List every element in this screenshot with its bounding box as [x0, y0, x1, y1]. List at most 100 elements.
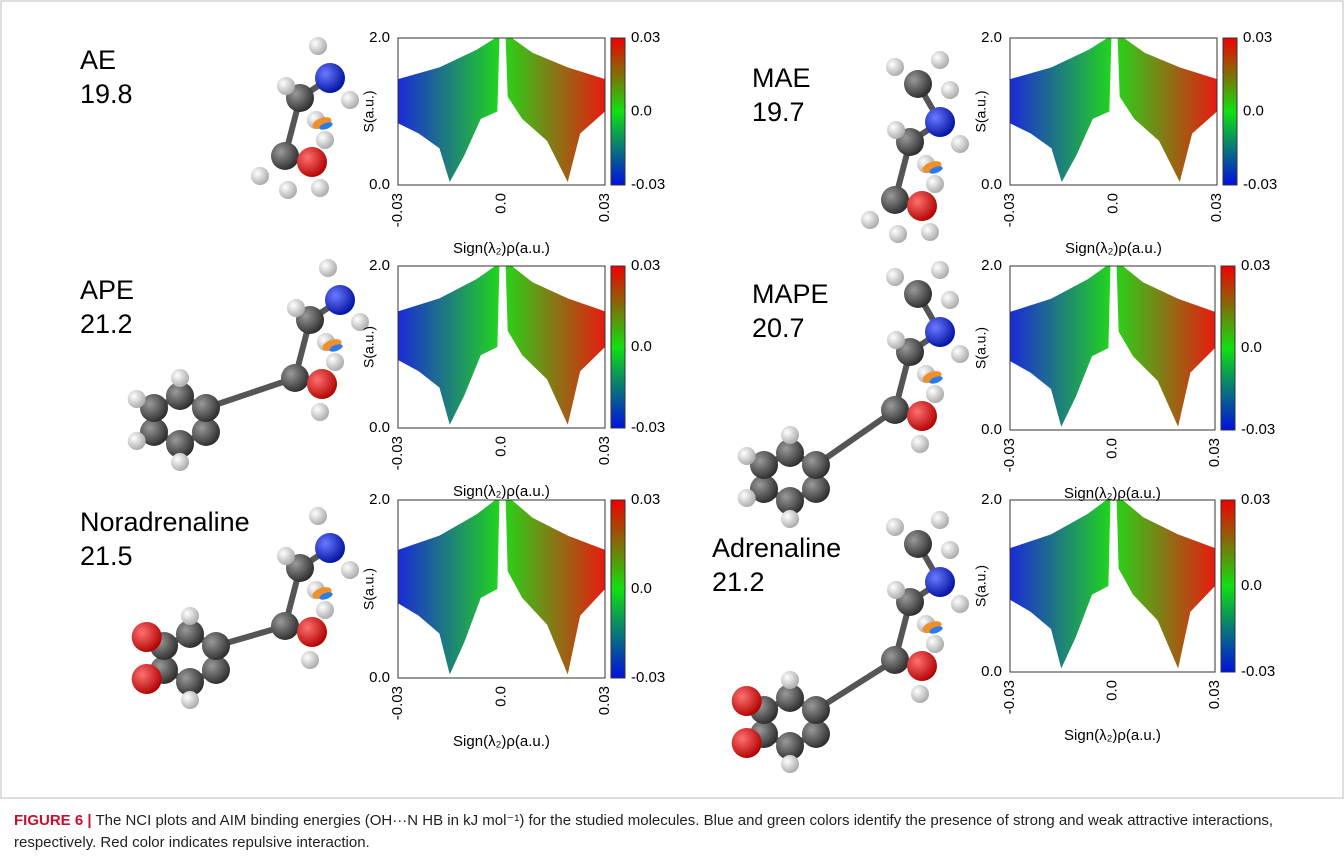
- atom: [781, 426, 799, 444]
- atom: [926, 175, 944, 193]
- atom: [315, 533, 345, 563]
- atom: [926, 635, 944, 653]
- nci-scatter: [1117, 266, 1215, 427]
- atom: [886, 268, 904, 286]
- colorbar-tick-label: 0.0: [631, 338, 652, 355]
- atom: [732, 686, 762, 716]
- y-tick-label: 2.0: [981, 491, 1002, 508]
- atom: [202, 656, 230, 684]
- atom: [341, 91, 359, 109]
- atom: [951, 345, 969, 363]
- colorbar: [1223, 38, 1237, 185]
- colorbar-tick-label: 0.0: [1243, 102, 1264, 119]
- caption: FIGURE 6 | The NCI plots and AIM binding…: [14, 810, 1330, 854]
- atom: [911, 685, 929, 703]
- atom: [904, 530, 932, 558]
- atom: [316, 131, 334, 149]
- atom: [907, 401, 937, 431]
- y-tick-label: 2.0: [981, 257, 1002, 274]
- colorbar-tick-label: 0.0: [1241, 339, 1262, 356]
- atom: [941, 541, 959, 559]
- nci-scatter: [506, 500, 605, 674]
- molecule-name: AE: [80, 45, 116, 75]
- x-tick-label: 0.03: [1208, 193, 1225, 222]
- x-tick-label: 0.03: [1206, 680, 1223, 709]
- colorbar-tick-label: -0.03: [1243, 176, 1277, 193]
- bond: [816, 660, 895, 710]
- atom: [315, 63, 345, 93]
- atom: [951, 595, 969, 613]
- atom: [904, 280, 932, 308]
- atom: [271, 142, 299, 170]
- atom: [297, 617, 327, 647]
- nci-scatter: [398, 38, 499, 182]
- colorbar-tick-label: -0.03: [631, 669, 665, 686]
- atom: [316, 601, 334, 619]
- atom: [925, 317, 955, 347]
- nci-scatter: [398, 500, 499, 674]
- colorbar: [1221, 500, 1235, 672]
- atom: [911, 435, 929, 453]
- x-tick-label: 0.03: [596, 193, 613, 222]
- atom: [297, 147, 327, 177]
- y-tick-label: 0.0: [981, 176, 1002, 193]
- y-tick-label: 2.0: [369, 257, 390, 274]
- atom: [925, 107, 955, 137]
- atom: [951, 135, 969, 153]
- y-axis-label: S(a.u.): [361, 568, 377, 610]
- y-tick-label: 0.0: [981, 421, 1002, 438]
- colorbar-tick-label: -0.03: [631, 419, 665, 436]
- atom: [287, 299, 305, 317]
- nci-scatter: [1118, 38, 1217, 182]
- y-axis-label: S(a.u.): [361, 90, 377, 132]
- nci-scatter: [1117, 500, 1215, 669]
- molecule-name: MAE: [752, 63, 811, 93]
- x-tick-label: -0.03: [389, 193, 406, 227]
- nci-scatter: [1010, 38, 1111, 182]
- y-axis-label: S(a.u.): [361, 326, 377, 368]
- atom: [907, 191, 937, 221]
- x-axis-label: Sign(λ₂)ρ(a.u.): [1064, 727, 1161, 744]
- x-axis-label: Sign(λ₂)ρ(a.u.): [453, 733, 550, 750]
- colorbar-tick-label: 0.03: [1241, 491, 1270, 508]
- colorbar-tick-label: 0.03: [631, 29, 660, 46]
- atom: [128, 390, 146, 408]
- colorbar-tick-label: 0.03: [1241, 257, 1270, 274]
- atom: [904, 70, 932, 98]
- colorbar-tick-label: -0.03: [631, 176, 665, 193]
- atom: [802, 451, 830, 479]
- colorbar: [1221, 266, 1235, 430]
- x-tick-label: -0.03: [389, 436, 406, 470]
- atom: [311, 403, 329, 421]
- atom: [341, 561, 359, 579]
- bond: [816, 410, 895, 465]
- atom: [279, 181, 297, 199]
- atom: [781, 510, 799, 528]
- figure: AE19.82.00.0S(a.u.)-0.030.00.03Sign(λ₂)ρ…: [0, 0, 1344, 800]
- atom: [781, 755, 799, 773]
- atom: [251, 167, 269, 185]
- atom: [309, 37, 327, 55]
- atom: [301, 651, 319, 669]
- x-tick-label: -0.03: [389, 686, 406, 720]
- colorbar-tick-label: 0.0: [631, 102, 652, 119]
- bond: [206, 378, 295, 408]
- atom: [326, 353, 344, 371]
- panel: APE21.22.00.0S(a.u.)-0.030.00.03Sign(λ₂)…: [80, 257, 665, 500]
- atom: [881, 186, 909, 214]
- atom: [192, 394, 220, 422]
- x-tick-label: 0.0: [1104, 193, 1121, 214]
- atom: [309, 507, 327, 525]
- nci-scatter: [1010, 266, 1110, 427]
- atom: [887, 581, 905, 599]
- atom: [738, 447, 756, 465]
- nci-scatter: [506, 266, 605, 425]
- atom: [907, 651, 937, 681]
- colorbar-tick-label: 0.0: [631, 580, 652, 597]
- atom: [732, 728, 762, 758]
- binding-energy: 21.2: [80, 309, 133, 339]
- atom: [311, 179, 329, 197]
- atom: [941, 291, 959, 309]
- atom: [781, 671, 799, 689]
